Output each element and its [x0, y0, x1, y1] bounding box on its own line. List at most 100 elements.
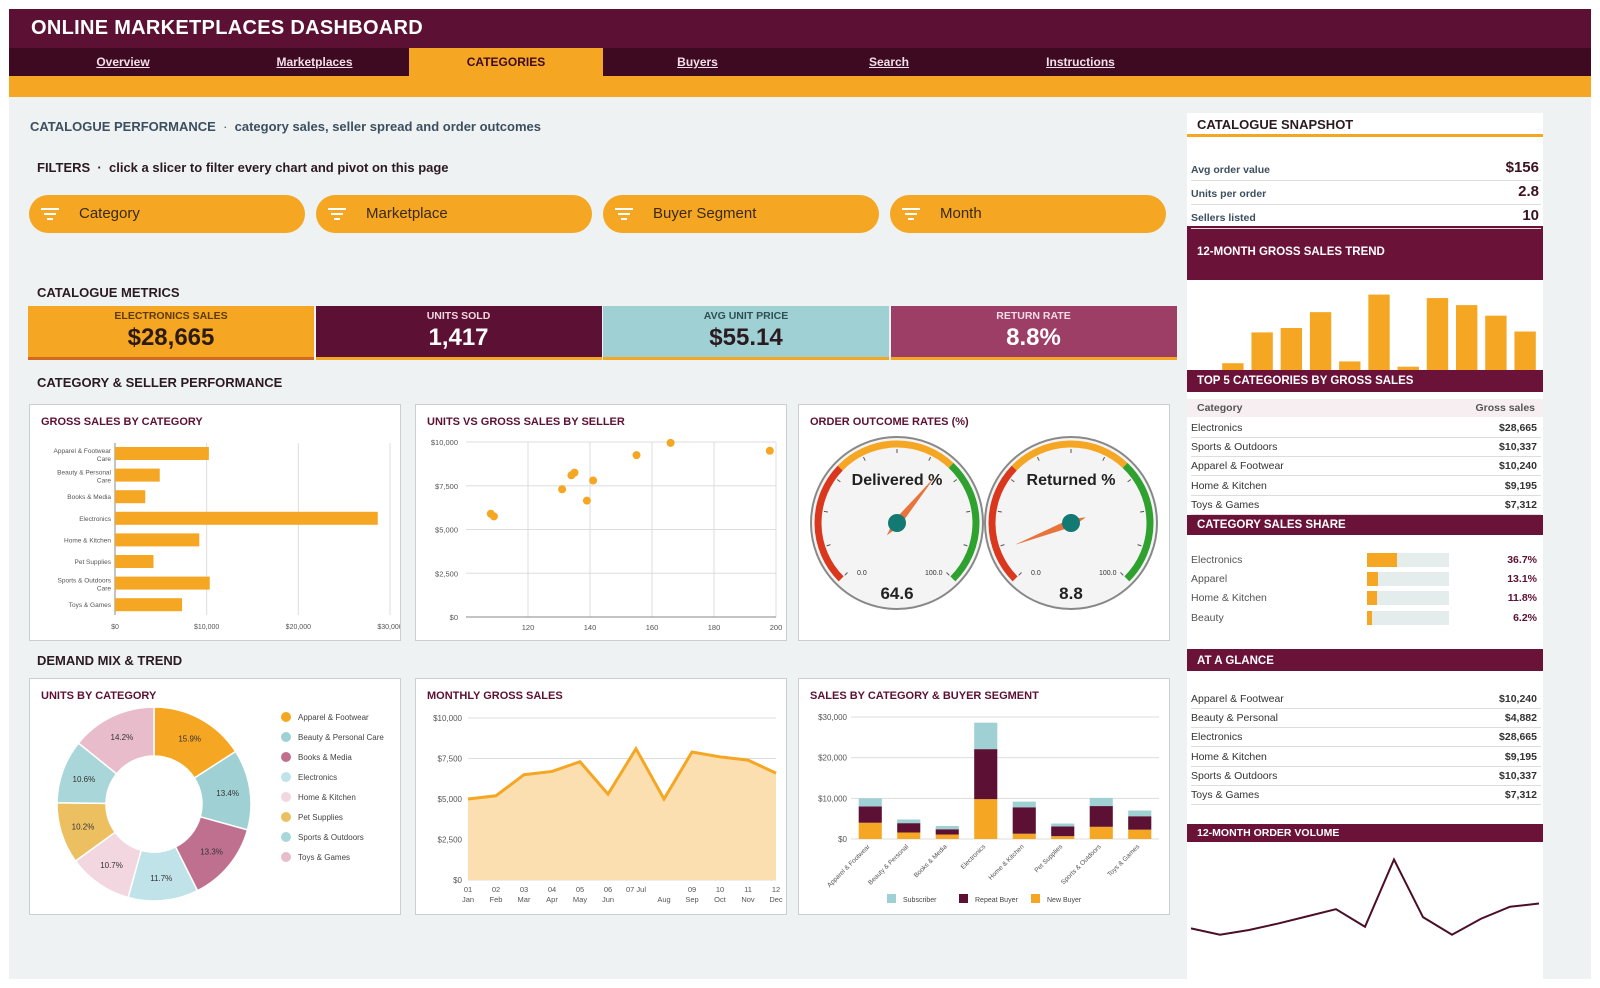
gauge-band [988, 465, 1018, 582]
tab-buyers[interactable]: Buyers [677, 55, 718, 69]
y-tick-label: Sports & Outdoors Care [58, 578, 112, 593]
chart-title: GROSS SALES BY CATEGORY [41, 416, 203, 428]
slice-label: 13.4% [216, 789, 239, 798]
gauge-label: Delivered % [852, 472, 943, 489]
share-row: Beauty 6.2% [1191, 609, 1541, 628]
tab-overview[interactable]: Overview [96, 55, 150, 69]
gauge-value: 64.6 [880, 584, 913, 603]
snapshot-label: Avg order value [1191, 164, 1270, 176]
legend-label: Repeat Buyer [975, 897, 1018, 904]
legend-swatch [281, 812, 291, 822]
legend-swatch [281, 732, 291, 742]
slice-label: 14.2% [111, 733, 134, 742]
bar [115, 533, 200, 547]
stacked-bar-segment [858, 822, 882, 839]
trend-bar [1368, 294, 1390, 372]
x-tick-label: Beauty & Personal [867, 843, 910, 886]
glance-row: Apparel & Footwear $10,240 [1191, 690, 1541, 709]
y-tick-label: $7,500 [435, 482, 458, 491]
metrics-heading: CATALOGUE METRICS [37, 285, 180, 300]
bar [115, 511, 378, 525]
x-tick-label: Pet Supplies [1033, 843, 1064, 874]
stacked-bar-segment [935, 829, 959, 835]
share-row-value: 13.1% [1507, 573, 1537, 586]
gauge-tick [826, 544, 831, 547]
chart-title: UNITS BY CATEGORY [41, 690, 157, 702]
stacked-bar-segment [1128, 816, 1152, 830]
legend-label: Subscriber [903, 897, 937, 904]
kpi-card: ELECTRONICS SALES $28,665 [28, 306, 314, 360]
gauge-tick [953, 479, 958, 483]
snapshot-value: $156 [1505, 159, 1539, 176]
stacked-bar-segment [897, 819, 921, 824]
top5-row: Electronics $28,665 [1191, 419, 1541, 438]
gauge-tick [963, 544, 968, 547]
x-tick-label: Sports & Outdoors [1060, 843, 1103, 886]
gauge-tick [844, 572, 848, 576]
area-fill [468, 748, 776, 880]
sales-by-segment-panel: SALES BY CATEGORY & BUYER SEGMENT $0 $10,… [798, 678, 1170, 915]
share-bar-fill [1367, 553, 1398, 567]
x-tick-label: $0 [111, 624, 119, 631]
top5-row-value: $10,240 [1499, 460, 1537, 473]
glance-row-value: $7,312 [1504, 789, 1537, 801]
glance-row-label: Home & Kitchen [1191, 750, 1267, 763]
legend-swatch [281, 752, 291, 762]
slicer-marketplace[interactable]: Marketplace [316, 195, 592, 233]
volume-line [1190, 857, 1540, 936]
glance-row-label: Sports & Outdoors [1191, 769, 1278, 782]
legend-label: Sports & Outdoors [298, 833, 364, 842]
share-bar [1367, 553, 1449, 567]
x-tick-label: Apparel & Footwear [826, 843, 872, 889]
stacked-bar-segment [974, 799, 998, 839]
stacked-bar-segment [1089, 806, 1113, 827]
trend-bar [1485, 315, 1507, 372]
legend-label: Pet Supplies [298, 813, 343, 822]
x-tick-label: Feb [490, 895, 503, 904]
tab-categories[interactable]: CATEGORIES [409, 48, 603, 77]
tab-instructions[interactable]: Instructions [1046, 55, 1115, 69]
legend-swatch [281, 852, 291, 862]
trend-bar [1280, 328, 1303, 372]
slicer-label: Marketplace [366, 205, 448, 222]
y-tick-label: Apparel & Footwear Care [54, 448, 112, 463]
tab-marketplaces[interactable]: Marketplaces [276, 55, 353, 69]
filter-icon [615, 208, 633, 220]
stacked-bar-segment [1089, 826, 1113, 839]
share-bar-fill [1367, 591, 1377, 606]
chart-title: UNITS VS GROSS SALES BY SELLER [427, 416, 625, 428]
share-row: Apparel 13.1% [1191, 570, 1541, 589]
units-by-category-panel: UNITS BY CATEGORY 15.9% 13.4% 13.3% 11.7% 10… [29, 678, 401, 915]
glance-row-value: $4,882 [1504, 712, 1537, 725]
glance-row: Electronics $28,665 [1191, 728, 1541, 748]
x-tick-label: Oct [714, 895, 727, 904]
top5-row-label: Sports & Outdoors [1191, 441, 1278, 454]
legend-label: Toys & Games [298, 853, 350, 862]
glance-row: Home & Kitchen $9,195 [1191, 748, 1541, 767]
share-row-value: 36.7% [1507, 554, 1537, 566]
gauge-tick [1127, 479, 1132, 483]
legend-swatch [281, 712, 291, 722]
kpi-card: UNITS SOLD 1,417 [315, 306, 602, 360]
legend-swatch [1031, 894, 1040, 903]
x-tick-label: $30,000 [377, 624, 400, 631]
stacked-bar-segment [897, 823, 921, 833]
scatter-point [570, 468, 579, 477]
share-row-label: Beauty [1191, 611, 1224, 624]
slicer-label: Month [940, 205, 982, 222]
gauge-tick [1000, 544, 1005, 547]
x-tick-label: Electronics [960, 843, 988, 871]
app-title: ONLINE MARKETPLACES DASHBOARD [9, 9, 1591, 48]
snapshot-row: Sellers listed 10 [1191, 206, 1541, 229]
x-tick-label: 200 [770, 623, 783, 632]
slicer-buyer-segment[interactable]: Buyer Segment [603, 195, 879, 233]
slicer-month[interactable]: Month [890, 195, 1166, 233]
tab-search[interactable]: Search [868, 55, 910, 69]
stacked-bar-segment [858, 798, 882, 807]
slicer-category[interactable]: Category [29, 195, 305, 233]
gauge-tick [1137, 544, 1142, 547]
glance-row: Sports & Outdoors $10,337 [1191, 767, 1541, 786]
share-row-label: Home & Kitchen [1191, 592, 1267, 605]
stacked-bar-segment [935, 825, 959, 830]
top5-row-label: Apparel & Footwear [1191, 460, 1284, 473]
